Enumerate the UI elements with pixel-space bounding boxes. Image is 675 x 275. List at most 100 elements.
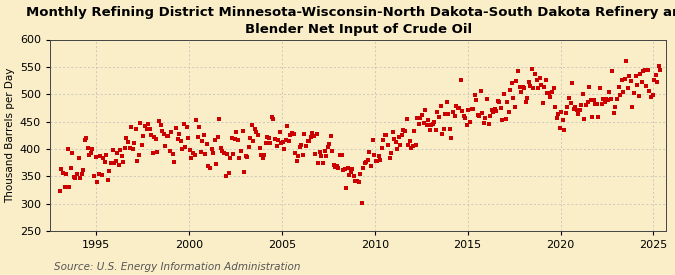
Point (608, 110, 619, 115)
Point (284, 139, 294, 143)
Point (438, 127, 449, 131)
Point (622, 86, 633, 90)
Point (531, 78, 542, 82)
Point (262, 134, 273, 139)
Point (470, 98, 481, 102)
Point (530, 72, 541, 76)
Point (101, 152, 112, 157)
Point (485, 114, 495, 118)
Point (70, 175, 81, 180)
Point (389, 136, 400, 141)
Point (536, 83, 547, 87)
Point (267, 115, 277, 120)
Point (56, 167, 67, 171)
Point (202, 142, 213, 146)
Point (147, 151, 158, 156)
Point (64, 185, 75, 190)
Point (311, 132, 322, 136)
Point (342, 166, 353, 170)
Point (469, 93, 480, 98)
Point (543, 91, 554, 96)
Point (462, 123, 472, 127)
Point (98, 156, 109, 160)
Point (441, 100, 452, 104)
Point (610, 104, 621, 109)
Point (526, 67, 537, 71)
Point (350, 179, 361, 183)
Point (649, 78, 659, 82)
Point (560, 111, 571, 115)
Point (231, 130, 242, 135)
Point (505, 88, 516, 93)
Point (500, 117, 511, 122)
Point (214, 117, 225, 122)
Point (618, 90, 628, 95)
Point (282, 124, 293, 128)
Point (126, 125, 136, 130)
Point (627, 105, 638, 110)
Point (57, 171, 68, 175)
Point (431, 128, 441, 132)
Point (454, 106, 464, 110)
Point (250, 127, 261, 131)
Point (607, 69, 618, 73)
Point (377, 145, 387, 150)
Point (105, 161, 116, 166)
Point (551, 116, 562, 120)
Point (178, 122, 189, 126)
Point (223, 170, 234, 175)
Point (435, 104, 446, 108)
Point (232, 138, 243, 142)
Point (395, 143, 406, 148)
Point (136, 143, 147, 148)
Point (341, 186, 352, 190)
Point (425, 128, 435, 132)
Point (533, 86, 543, 90)
Point (616, 78, 627, 82)
Point (215, 145, 226, 150)
Point (653, 64, 664, 68)
Point (641, 84, 652, 88)
Point (277, 140, 288, 144)
Point (410, 143, 421, 147)
Point (605, 97, 616, 101)
Point (647, 93, 658, 97)
Point (366, 164, 377, 168)
Point (449, 114, 460, 119)
Point (398, 128, 409, 132)
Point (396, 133, 407, 137)
Point (576, 103, 587, 107)
Point (514, 85, 525, 90)
Point (188, 150, 198, 155)
Point (480, 116, 491, 120)
Point (73, 156, 84, 161)
Point (456, 78, 466, 82)
Point (573, 112, 584, 116)
Point (171, 125, 182, 130)
Point (549, 105, 560, 109)
Point (528, 86, 539, 90)
Point (256, 153, 267, 157)
Point (589, 98, 599, 103)
Point (290, 151, 300, 155)
Point (523, 80, 534, 84)
Point (140, 124, 151, 128)
Point (335, 153, 346, 157)
Point (169, 160, 180, 164)
Point (483, 122, 494, 127)
Point (630, 74, 641, 78)
Point (385, 151, 396, 155)
Point (463, 108, 474, 112)
Point (468, 106, 479, 111)
Point (158, 132, 169, 137)
Point (184, 148, 195, 153)
Point (489, 107, 500, 111)
Point (601, 97, 612, 101)
Point (452, 106, 463, 110)
Point (643, 67, 653, 72)
Point (613, 85, 624, 89)
Point (304, 139, 315, 143)
Point (99, 160, 110, 164)
Point (568, 107, 579, 111)
Point (556, 110, 567, 114)
